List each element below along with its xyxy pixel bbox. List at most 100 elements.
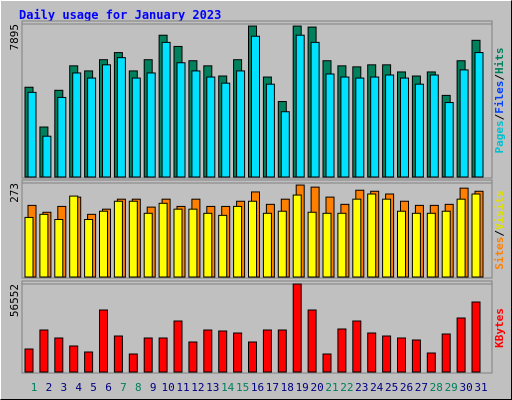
bar (173, 208, 183, 278)
x-tick-label: 7 (120, 381, 127, 394)
legend-entry: Visits (493, 190, 506, 230)
bar (382, 335, 392, 373)
legend: KBytes (493, 308, 506, 348)
bar (307, 211, 317, 278)
x-tick-label: 8 (135, 381, 142, 394)
x-tick-label: 2 (46, 381, 53, 394)
bar (414, 83, 424, 178)
bar (39, 329, 49, 373)
bar (251, 35, 260, 178)
bar (474, 52, 484, 178)
legend: Pages/Files/Hits (493, 48, 506, 154)
x-tick-label: 21 (325, 381, 338, 394)
bar (340, 76, 350, 178)
bar (113, 335, 123, 373)
bar (158, 202, 168, 278)
bar (397, 337, 406, 373)
bar (128, 200, 138, 278)
bar (69, 195, 79, 278)
bar (143, 337, 153, 373)
x-tick-label: 14 (221, 381, 235, 394)
bar (325, 73, 335, 178)
bar (54, 337, 64, 373)
bar (352, 320, 362, 373)
bar (203, 212, 213, 278)
bar (203, 329, 213, 373)
bar (426, 212, 436, 278)
bar (72, 72, 82, 178)
bar (397, 210, 406, 278)
bar (385, 74, 395, 178)
bar (295, 34, 305, 178)
bar (367, 332, 377, 373)
x-tick-label: 1 (31, 381, 38, 394)
x-tick-label: 6 (105, 381, 112, 394)
x-tick-label: 17 (266, 381, 279, 394)
bar (221, 82, 231, 178)
bar (24, 216, 34, 278)
x-tick-label: 5 (90, 381, 97, 394)
bar (191, 70, 201, 178)
x-tick-label: 4 (75, 381, 82, 394)
bar (42, 135, 52, 178)
bar (102, 64, 111, 178)
bar (57, 96, 67, 178)
bar (456, 198, 466, 278)
legend: Sites/Visits (493, 190, 506, 270)
x-tick-label: 25 (385, 381, 398, 394)
legend-entry: Files (493, 81, 506, 114)
bar (426, 352, 436, 373)
bar (116, 57, 126, 178)
x-tick-label: 23 (355, 381, 368, 394)
chart-title: Daily usage for January 2023 (19, 8, 221, 22)
bar (161, 41, 171, 178)
y-tick-label: 273 (8, 183, 21, 203)
x-tick-label: 22 (340, 381, 353, 394)
x-tick-label: 16 (251, 381, 264, 394)
bar (265, 83, 275, 178)
bar (218, 214, 228, 278)
bar (429, 74, 439, 178)
x-tick-label: 18 (281, 381, 294, 394)
bar (69, 345, 79, 373)
legend-entry: Sites (493, 237, 506, 270)
bar (337, 212, 347, 278)
bar (158, 337, 168, 373)
bar (233, 332, 243, 373)
x-tick-label: 11 (176, 381, 189, 394)
bar (188, 341, 198, 373)
bar (236, 70, 246, 178)
bar (176, 62, 186, 178)
y-tick-label: 7895 (8, 24, 21, 51)
legend-entry: Pages (493, 120, 506, 153)
bar (233, 205, 243, 278)
bar (87, 77, 97, 178)
bar (39, 213, 49, 278)
bar (292, 194, 302, 278)
x-tick-label: 31 (474, 381, 487, 394)
bar (277, 210, 287, 278)
panel-frame (21, 20, 493, 179)
bar (471, 301, 481, 373)
bar (456, 317, 466, 373)
bar (322, 212, 332, 278)
bar (54, 218, 64, 278)
bar (248, 200, 257, 278)
x-tick-label: 27 (415, 381, 428, 394)
panel-frame (21, 179, 493, 279)
panel-frame (21, 280, 493, 374)
bar (24, 348, 34, 373)
bar (206, 76, 216, 178)
legend-separator: / (493, 113, 506, 120)
bar (352, 198, 362, 278)
bar (471, 193, 481, 278)
bar (173, 320, 183, 373)
bar (441, 333, 451, 373)
bar (113, 200, 123, 278)
bar (248, 341, 257, 373)
bar (400, 77, 409, 178)
bar (99, 309, 108, 373)
bar (367, 193, 377, 278)
bar (370, 76, 380, 178)
